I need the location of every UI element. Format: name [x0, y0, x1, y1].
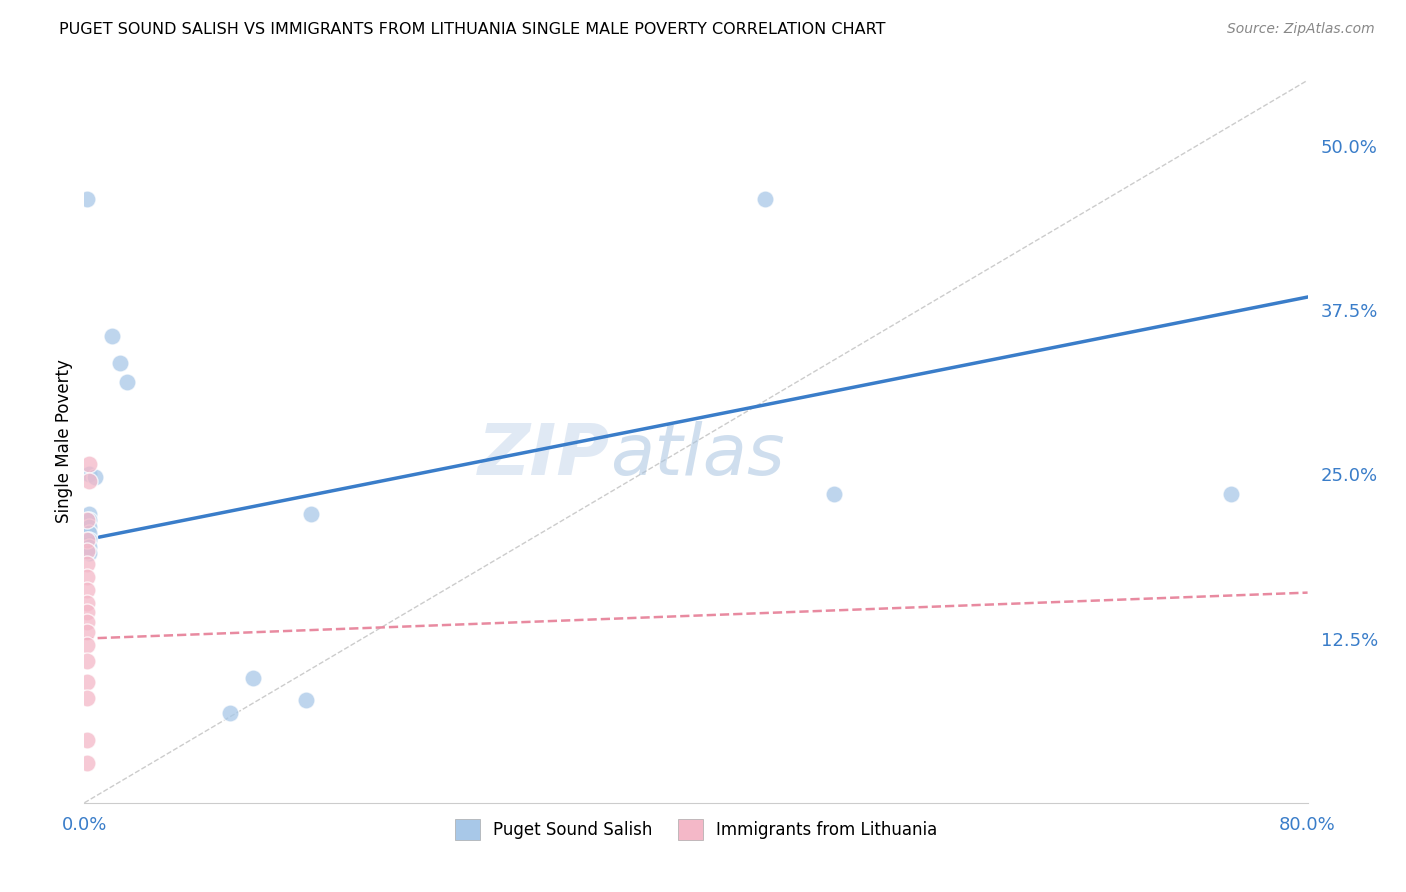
Point	[76, 732, 98, 747]
Point	[76, 690, 98, 705]
Point	[115, 376, 138, 390]
Point	[76, 557, 98, 571]
Point	[76, 615, 98, 629]
Point	[295, 693, 318, 707]
Point	[76, 543, 98, 558]
Point	[218, 706, 240, 721]
Point	[77, 520, 100, 534]
Text: Source: ZipAtlas.com: Source: ZipAtlas.com	[1227, 22, 1375, 37]
Legend: Puget Sound Salish, Immigrants from Lithuania: Puget Sound Salish, Immigrants from Lith…	[449, 813, 943, 847]
Point	[76, 675, 98, 690]
Y-axis label: Single Male Poverty: Single Male Poverty	[55, 359, 73, 524]
Point	[77, 457, 100, 471]
Point	[101, 329, 124, 343]
Point	[77, 513, 100, 527]
Point	[77, 474, 100, 488]
Point	[76, 638, 98, 652]
Point	[76, 756, 98, 771]
Point	[242, 671, 264, 685]
Point	[108, 356, 131, 370]
Point	[76, 654, 98, 668]
Point	[76, 625, 98, 640]
Point	[76, 570, 98, 584]
Point	[77, 546, 100, 560]
Point	[823, 487, 845, 501]
Point	[84, 470, 107, 484]
Point	[77, 507, 100, 521]
Point	[76, 605, 98, 619]
Point	[76, 596, 98, 610]
Point	[77, 467, 100, 482]
Point	[76, 192, 98, 206]
Text: PUGET SOUND SALISH VS IMMIGRANTS FROM LITHUANIA SINGLE MALE POVERTY CORRELATION : PUGET SOUND SALISH VS IMMIGRANTS FROM LI…	[59, 22, 886, 37]
Point	[1220, 487, 1243, 501]
Text: ZIP: ZIP	[478, 422, 610, 491]
Point	[76, 582, 98, 597]
Point	[299, 507, 322, 521]
Point	[77, 526, 100, 541]
Point	[754, 192, 776, 206]
Point	[76, 533, 98, 547]
Point	[77, 540, 100, 554]
Point	[77, 533, 100, 547]
Text: atlas: atlas	[610, 422, 785, 491]
Point	[76, 513, 98, 527]
